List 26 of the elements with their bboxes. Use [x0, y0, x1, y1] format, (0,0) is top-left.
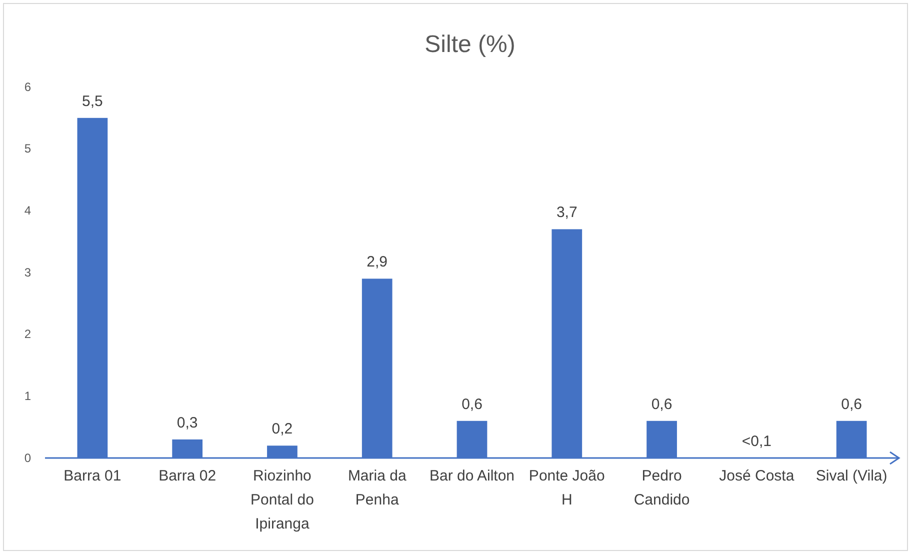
x-tick-label: Riozinho Pontal do Ipiranga: [250, 468, 314, 533]
y-tick-label: 4: [24, 204, 32, 218]
x-tick-label: José Costa: [719, 468, 795, 485]
x-tick-label: Sival (Vila): [816, 468, 888, 485]
x-tick-label: Bar do Ailton: [429, 468, 515, 485]
y-tick-label: 5: [24, 142, 32, 156]
x-tick-label: Barra 01: [64, 468, 122, 485]
data-label: 0,6: [841, 396, 862, 413]
y-tick-label: 2: [24, 327, 32, 342]
data-label: 0,3: [176, 414, 198, 432]
data-label: 2,9: [366, 254, 388, 271]
data-label: 0,2: [272, 420, 293, 438]
chart-title: Silte (%): [424, 31, 516, 58]
data-label: 3,7: [556, 204, 578, 222]
x-tick-label: Ponte João H: [528, 468, 605, 509]
y-tick-label: 3: [24, 265, 32, 280]
y-tick-label: 6: [24, 80, 32, 94]
x-tick-label: Maria da Penha: [348, 468, 407, 509]
x-tick-label: Barra 02: [158, 468, 216, 485]
data-label: 0,6: [462, 396, 482, 413]
data-label: 0,6: [651, 396, 672, 413]
y-tick-label: 1: [24, 389, 32, 404]
data-label: 5,5: [82, 92, 103, 110]
y-tick-label: 0: [24, 450, 32, 465]
x-tick-label: Pedro Candido: [634, 468, 690, 509]
data-label: <0,1: [742, 433, 772, 450]
